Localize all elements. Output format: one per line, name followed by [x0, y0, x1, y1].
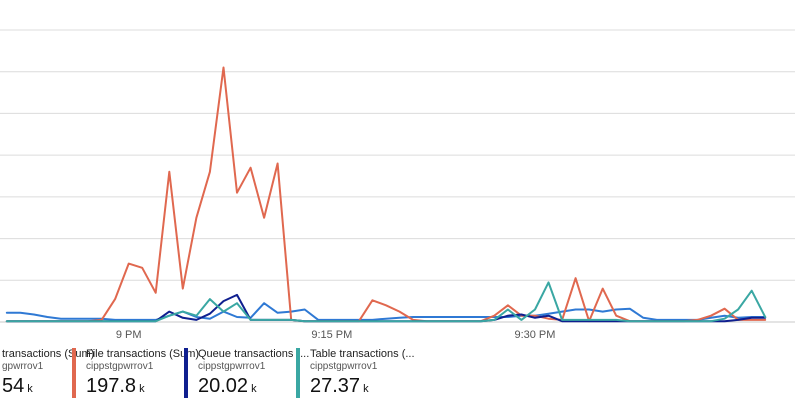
legend-total-value: 20.02 k [198, 374, 309, 401]
legend-series-name: Table transactions (... [310, 348, 415, 360]
series-line-2[interactable] [5, 293, 767, 323]
line-chart: 9 PM 9:15 PM 9:30 PM [0, 29, 795, 341]
legend-total-value: 197.8 k [86, 374, 199, 401]
legend-item-table-transactions[interactable]: Table transactions (... cippstgpwrrov1 2… [296, 348, 415, 398]
x-tick-label: 9 PM [116, 329, 142, 341]
series-lines [5, 66, 767, 323]
legend-series-name: transactions (Sum) [2, 348, 95, 360]
legend-value-number: 20.02 [198, 375, 249, 397]
legend-resource-name: gpwrrov1 [2, 361, 44, 372]
legend-item-queue-transactions[interactable]: Queue transactions (... cippstgpwrrov1 2… [184, 348, 309, 398]
x-tick-label: 9:30 PM [514, 329, 555, 341]
legend-value-number: 54 [2, 375, 25, 397]
legend-series-name: Queue transactions (... [198, 348, 310, 360]
legend-item-file-transactions[interactable]: File transactions (Sum) cippstgpwrrov1 1… [72, 348, 199, 398]
legend-value-unit: k [27, 383, 33, 395]
x-tick-label: 9:15 PM [311, 329, 352, 341]
x-axis: 9 PM 9:15 PM 9:30 PM [116, 329, 556, 341]
grid-lines [0, 29, 795, 323]
series-line-0[interactable] [5, 302, 767, 321]
legend-resource-name: cippstgpwrrov1 [310, 361, 378, 372]
legend-total-value: 54 k [2, 374, 94, 401]
legend-series-name: File transactions (Sum) [86, 348, 200, 360]
legend-total-value: 27.37 k [310, 374, 415, 401]
legend-value-unit: k [139, 383, 145, 395]
legend-item-blob-transactions[interactable]: transactions (Sum) gpwrrov1 54 k [0, 348, 94, 398]
legend-resource-name: cippstgpwrrov1 [86, 361, 154, 372]
series-line-1[interactable] [5, 66, 767, 323]
legend-value-number: 27.37 [310, 375, 361, 397]
series-line-3[interactable] [5, 281, 767, 323]
legend-value-unit: k [251, 383, 257, 395]
chart-legend: transactions (Sum) gpwrrov1 54 k File tra… [0, 348, 795, 418]
legend-value-unit: k [363, 383, 369, 395]
legend-value-number: 197.8 [86, 375, 137, 397]
legend-resource-name: cippstgpwrrov1 [198, 361, 266, 372]
